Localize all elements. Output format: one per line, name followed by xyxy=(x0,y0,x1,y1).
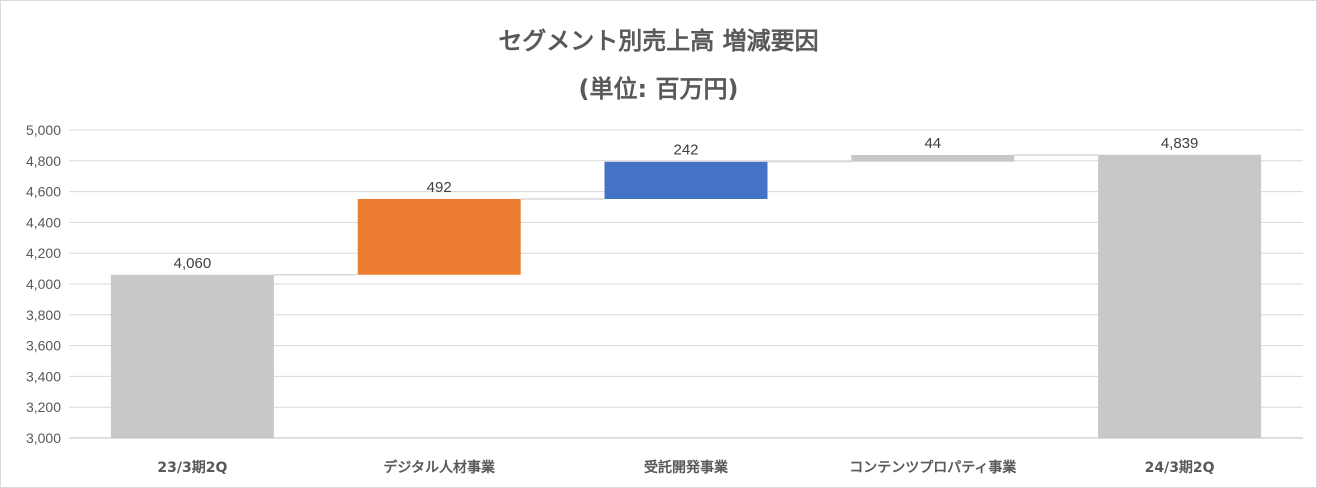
y-tick-label: 4,600 xyxy=(26,184,61,200)
y-tick-label: 4,800 xyxy=(26,153,61,169)
data-label: 492 xyxy=(427,179,452,196)
bar xyxy=(604,161,768,199)
chart-title: セグメント別売上高 増減要因 xyxy=(498,27,819,55)
category-label: 24/3期2Q xyxy=(1145,460,1215,476)
data-label: 4,839 xyxy=(1161,135,1199,152)
bar xyxy=(357,198,521,275)
y-tick-label: 5,000 xyxy=(26,122,61,138)
y-tick-label: 4,000 xyxy=(26,276,61,292)
category-label: 23/3期2Q xyxy=(157,460,227,476)
bar xyxy=(110,274,274,438)
category-label: コンテンツプロパティ事業 xyxy=(849,459,1017,476)
data-label: 44 xyxy=(924,135,941,152)
y-tick-label: 3,800 xyxy=(26,307,61,323)
data-label: 4,060 xyxy=(174,255,212,272)
data-label: 242 xyxy=(673,142,698,159)
chart-subtitle: (単位: 百万円) xyxy=(578,75,739,103)
bar xyxy=(851,154,1015,162)
category-label: 受託開発事業 xyxy=(644,459,729,476)
y-tick-label: 4,200 xyxy=(26,245,61,261)
bar xyxy=(1098,154,1262,438)
category-label: デジタル人材事業 xyxy=(383,459,496,476)
y-tick-label: 3,400 xyxy=(26,368,61,384)
y-tick-label: 3,600 xyxy=(26,338,61,354)
y-tick-label: 3,000 xyxy=(26,430,61,446)
y-tick-label: 3,200 xyxy=(26,399,61,415)
y-tick-label: 4,400 xyxy=(26,214,61,230)
